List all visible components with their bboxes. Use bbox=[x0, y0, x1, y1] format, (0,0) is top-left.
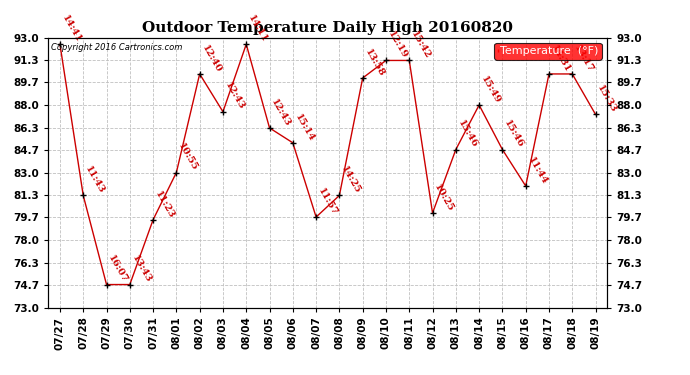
Point bbox=[55, 41, 66, 47]
Text: 11:57: 11:57 bbox=[316, 186, 339, 217]
Point bbox=[427, 210, 438, 216]
Text: Copyright 2016 Cartronics.com: Copyright 2016 Cartronics.com bbox=[51, 43, 182, 52]
Text: 11:44: 11:44 bbox=[526, 155, 549, 186]
Point bbox=[78, 192, 89, 198]
Point bbox=[357, 75, 368, 81]
Text: 12:43: 12:43 bbox=[270, 97, 293, 128]
Point bbox=[520, 183, 531, 189]
Point bbox=[264, 125, 275, 131]
Text: 12:43: 12:43 bbox=[223, 81, 246, 112]
Text: 14:11: 14:11 bbox=[246, 13, 269, 44]
Text: 13:17: 13:17 bbox=[572, 43, 595, 74]
Point bbox=[404, 57, 415, 63]
Point bbox=[497, 147, 508, 153]
Point bbox=[590, 111, 601, 117]
Text: 16:07: 16:07 bbox=[106, 254, 130, 285]
Point bbox=[124, 282, 135, 288]
Text: 10:55: 10:55 bbox=[177, 142, 199, 172]
Text: 15:14: 15:14 bbox=[293, 112, 316, 143]
Title: Outdoor Temperature Daily High 20160820: Outdoor Temperature Daily High 20160820 bbox=[142, 21, 513, 35]
Text: 15:49: 15:49 bbox=[479, 74, 502, 105]
Point bbox=[451, 147, 462, 153]
Text: 15:46: 15:46 bbox=[456, 119, 479, 150]
Text: 14:41: 14:41 bbox=[60, 13, 83, 44]
Point bbox=[148, 217, 159, 223]
Text: 10:25: 10:25 bbox=[433, 182, 455, 213]
Text: 15:33: 15:33 bbox=[595, 84, 618, 114]
Text: 12:40: 12:40 bbox=[199, 43, 223, 74]
Point bbox=[380, 57, 391, 63]
Point bbox=[241, 41, 252, 47]
Text: 13:43: 13:43 bbox=[130, 254, 152, 285]
Text: 11:43: 11:43 bbox=[83, 165, 106, 195]
Text: 15:46: 15:46 bbox=[502, 119, 525, 150]
Text: 13:58: 13:58 bbox=[363, 47, 386, 78]
Point bbox=[194, 71, 205, 77]
Point bbox=[217, 109, 228, 115]
Point bbox=[171, 170, 182, 176]
Point bbox=[334, 192, 345, 198]
Text: 15:42: 15:42 bbox=[409, 30, 432, 60]
Point bbox=[287, 140, 298, 146]
Text: 14:25: 14:25 bbox=[339, 165, 362, 195]
Point bbox=[566, 71, 578, 77]
Point bbox=[310, 214, 322, 220]
Point bbox=[544, 71, 555, 77]
Text: 14:31: 14:31 bbox=[549, 43, 572, 74]
Text: 11:23: 11:23 bbox=[153, 189, 176, 220]
Legend: Temperature  (°F): Temperature (°F) bbox=[494, 43, 602, 60]
Point bbox=[473, 102, 484, 108]
Point bbox=[101, 282, 112, 288]
Text: 12:19: 12:19 bbox=[386, 30, 409, 60]
